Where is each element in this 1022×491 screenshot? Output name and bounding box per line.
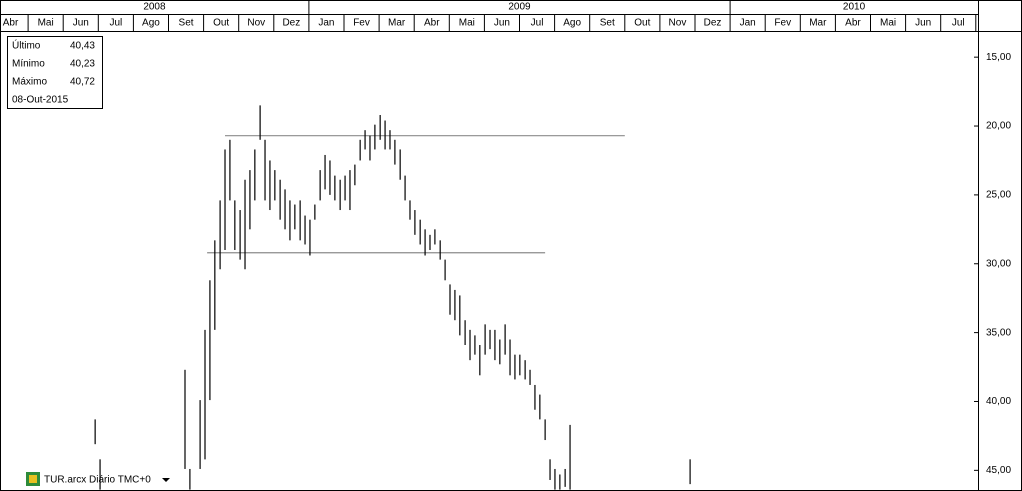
month-label: Out — [634, 18, 650, 29]
year-label: 2009 — [508, 2, 531, 13]
footer-icon-inner — [29, 475, 37, 483]
month-label: Dez — [282, 18, 300, 29]
info-label: Mínimo — [12, 59, 45, 70]
y-tick-label: 40,00 — [986, 396, 1011, 407]
info-label: Último — [12, 39, 41, 52]
info-box — [7, 36, 103, 109]
month-label: Fev — [774, 18, 791, 29]
y-tick-label: 30,00 — [986, 258, 1011, 269]
y-tick-label: 45,00 — [986, 465, 1011, 476]
month-label: Nov — [669, 18, 687, 29]
y-tick-label: 35,00 — [986, 327, 1011, 338]
month-label: Jul — [531, 18, 544, 29]
footer-arrow[interactable] — [162, 478, 170, 482]
month-label: Nov — [247, 18, 265, 29]
info-value: 40,43 — [70, 41, 95, 52]
month-label: Mai — [459, 18, 475, 29]
month-label: Mai — [38, 18, 54, 29]
year-label: 2010 — [843, 2, 866, 13]
info-label: Máximo — [12, 77, 47, 88]
month-label: Mai — [880, 18, 896, 29]
month-label: Abr — [3, 18, 19, 29]
month-label: Jul — [952, 18, 965, 29]
month-label: Dez — [704, 18, 722, 29]
month-label: Mar — [809, 18, 827, 29]
month-label: Abr — [424, 18, 440, 29]
y-tick-label: 15,00 — [986, 52, 1011, 63]
month-label: Jun — [915, 18, 931, 29]
info-date: 08-Out-2015 — [12, 95, 69, 106]
month-label: Jul — [109, 18, 122, 29]
month-label: Out — [213, 18, 229, 29]
y-tick-label: 25,00 — [986, 190, 1011, 201]
month-label: Set — [600, 18, 615, 29]
year-label: 2008 — [143, 2, 166, 13]
footer-label: TUR.arcx Diário TMC+0 — [44, 475, 151, 486]
month-label: Set — [179, 18, 194, 29]
info-value: 40,23 — [70, 59, 95, 70]
month-label: Jun — [73, 18, 89, 29]
month-label: Mar — [388, 18, 406, 29]
month-label: Ago — [142, 18, 160, 29]
y-tick-label: 20,00 — [986, 121, 1011, 132]
month-label: Jan — [318, 18, 334, 29]
month-label: Fev — [353, 18, 370, 29]
month-label: Abr — [845, 18, 861, 29]
info-value: 40,72 — [70, 77, 95, 88]
month-label: Jan — [740, 18, 756, 29]
month-label: Jun — [494, 18, 510, 29]
month-label: Ago — [563, 18, 581, 29]
